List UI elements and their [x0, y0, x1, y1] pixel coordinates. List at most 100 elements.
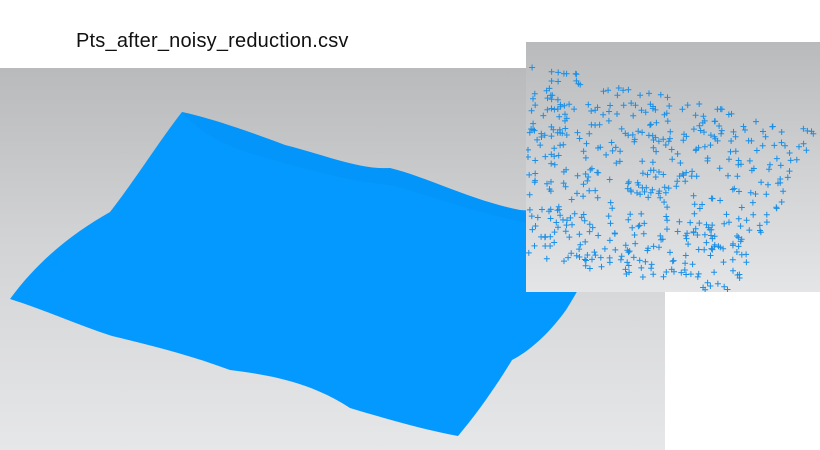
plus-marker-icon	[701, 143, 708, 150]
plus-marker-icon	[701, 129, 707, 136]
plus-marker-icon	[580, 148, 587, 155]
plus-marker-icon	[743, 259, 750, 266]
plus-marker-icon	[548, 160, 555, 167]
plus-marker-icon	[682, 252, 689, 259]
plus-marker-icon	[787, 157, 794, 164]
plus-marker-icon	[721, 220, 728, 227]
plus-marker-icon	[594, 169, 601, 176]
plus-marker-icon	[730, 128, 737, 135]
plus-marker-icon	[714, 137, 721, 144]
plus-marker-icon	[574, 172, 581, 179]
plus-marker-icon	[709, 246, 716, 253]
plus-marker-icon	[684, 102, 691, 109]
plus-marker-icon	[669, 156, 676, 163]
plus-marker-icon	[778, 199, 785, 205]
plus-marker-icon	[683, 169, 690, 176]
plus-marker-icon	[763, 219, 770, 226]
plus-marker-icon	[671, 268, 677, 275]
plus-marker-icon	[588, 108, 595, 114]
plus-marker-icon	[720, 245, 727, 252]
plus-marker-icon	[689, 261, 696, 268]
plus-marker-icon	[749, 199, 756, 206]
plus-marker-icon	[647, 101, 654, 108]
plus-marker-icon	[771, 142, 778, 149]
plus-marker-icon	[665, 138, 672, 145]
plus-marker-icon	[650, 144, 657, 151]
plus-marker-icon	[547, 92, 554, 99]
plus-marker-icon	[759, 142, 766, 149]
plus-marker-icon	[690, 192, 697, 199]
plus-marker-icon	[662, 142, 669, 148]
plus-marker-icon	[676, 218, 683, 225]
plus-marker-icon	[777, 162, 784, 169]
plus-marker-icon	[656, 169, 662, 175]
plus-marker-icon	[663, 269, 670, 275]
plus-marker-icon	[650, 167, 657, 174]
plus-marker-icon	[692, 112, 699, 119]
plus-marker-icon	[721, 283, 728, 290]
plus-marker-icon	[573, 77, 580, 84]
plus-marker-icon	[720, 259, 727, 266]
plus-marker-icon	[746, 227, 753, 234]
plus-marker-icon	[605, 87, 612, 94]
plus-marker-icon	[630, 254, 637, 261]
plus-marker-icon	[646, 90, 652, 97]
plus-marker-icon	[725, 111, 732, 118]
plus-marker-icon	[531, 179, 538, 186]
plus-marker-icon	[564, 217, 570, 224]
plus-marker-icon	[758, 179, 765, 186]
plus-marker-icon	[637, 92, 644, 99]
plus-marker-icon	[738, 251, 745, 258]
plus-marker-icon	[664, 226, 670, 233]
plus-marker-icon	[574, 129, 581, 136]
plus-marker-icon	[748, 137, 755, 144]
plus-marker-icon	[597, 254, 604, 261]
plus-marker-icon	[625, 180, 632, 187]
plus-marker-icon	[580, 193, 587, 200]
plus-marker-icon	[650, 271, 657, 278]
plus-marker-icon	[757, 229, 764, 236]
plus-marker-icon	[584, 252, 591, 258]
plus-marker-icon	[714, 280, 721, 287]
plus-marker-icon	[573, 71, 580, 78]
plus-marker-icon	[737, 238, 744, 245]
plus-marker-icon	[551, 161, 558, 168]
plus-marker-icon	[661, 184, 668, 191]
plus-marker-icon	[576, 135, 583, 142]
plus-marker-icon	[568, 196, 575, 203]
plus-marker-icon	[544, 106, 551, 113]
plus-marker-icon	[526, 171, 533, 178]
plus-marker-icon	[656, 188, 663, 195]
plus-marker-icon	[693, 173, 700, 180]
plus-marker-icon	[585, 101, 592, 108]
reduced-points-inset-view[interactable]	[526, 42, 820, 292]
plus-marker-icon	[709, 195, 716, 202]
plus-marker-icon	[544, 95, 551, 102]
plus-marker-icon	[680, 172, 687, 179]
plus-marker-icon	[711, 233, 718, 240]
plus-marker-icon	[726, 219, 732, 226]
plus-marker-icon	[566, 234, 573, 241]
plus-marker-icon	[573, 252, 580, 259]
plus-marker-icon	[617, 148, 624, 155]
plus-marker-icon	[704, 157, 711, 164]
plus-marker-icon	[750, 211, 757, 218]
plus-marker-icon	[620, 102, 627, 109]
point-cloud-surface-icon	[10, 112, 612, 436]
plus-marker-icon	[606, 108, 612, 115]
plus-marker-icon	[701, 246, 708, 253]
plus-marker-icon	[638, 210, 645, 217]
plus-marker-icon	[707, 252, 714, 259]
plus-marker-icon	[800, 125, 807, 132]
plus-marker-icon	[577, 241, 584, 248]
plus-marker-icon	[586, 130, 593, 137]
plus-marker-icon	[667, 128, 674, 135]
plus-marker-icon	[581, 256, 588, 263]
plus-marker-icon	[767, 161, 773, 168]
plus-marker-icon	[637, 191, 644, 198]
plus-marker-icon	[660, 136, 667, 143]
plus-marker-icon	[700, 113, 707, 120]
plus-marker-icon	[551, 145, 558, 152]
plus-marker-icon	[656, 244, 662, 251]
plus-marker-icon	[530, 95, 536, 102]
